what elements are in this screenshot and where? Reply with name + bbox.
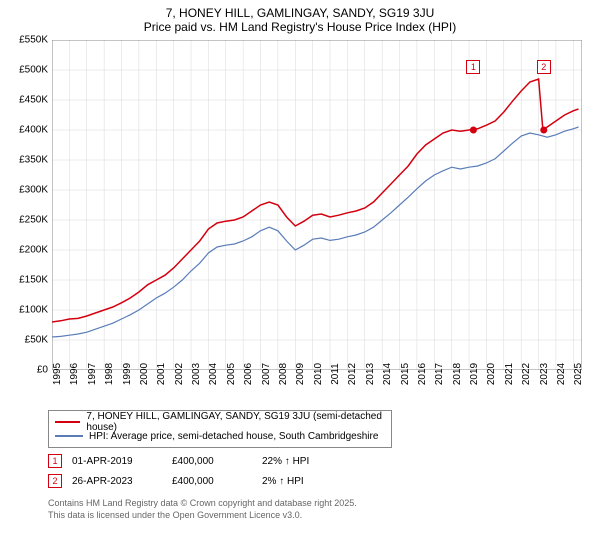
y-tick-label: £150K (19, 275, 48, 286)
y-tick-label: £550K (19, 35, 48, 46)
legend-swatch (55, 435, 83, 437)
transaction-list: 1 01-APR-2019 £400,000 22% ↑ HPI 2 26-APR-202… (0, 454, 600, 488)
x-tick-label: 2014 (382, 363, 393, 385)
transaction-diff: 22% ↑ HPI (262, 456, 352, 467)
plot-area (52, 40, 582, 370)
transaction-row: 2 26-APR-2023 £400,000 2% ↑ HPI (48, 474, 600, 488)
transaction-diff: 2% ↑ HPI (262, 476, 352, 487)
x-tick-label: 2005 (226, 363, 237, 385)
legend-label: HPI: Average price, semi-detached house,… (89, 431, 378, 442)
x-tick-label: 2008 (278, 363, 289, 385)
x-tick-label: 2022 (521, 363, 532, 385)
x-tick-label: 1999 (122, 363, 133, 385)
chart-title-line2: Price paid vs. HM Land Registry's House … (0, 20, 600, 34)
footnote-line2: This data is licensed under the Open Gov… (48, 510, 600, 522)
y-tick-label: £50K (25, 335, 48, 346)
x-tick-label: 2019 (469, 363, 480, 385)
x-tick-label: 2006 (243, 363, 254, 385)
x-tick-label: 2011 (330, 363, 341, 385)
plot-svg (52, 40, 582, 370)
y-tick-label: £250K (19, 215, 48, 226)
x-tick-label: 2003 (191, 363, 202, 385)
y-tick-label: £300K (19, 185, 48, 196)
chart-title-block: 7, HONEY HILL, GAMLINGAY, SANDY, SG19 3J… (0, 0, 600, 36)
footnote: Contains HM Land Registry data © Crown c… (48, 498, 600, 521)
y-tick-label: £500K (19, 65, 48, 76)
x-tick-label: 1998 (104, 363, 115, 385)
chart-title-line1: 7, HONEY HILL, GAMLINGAY, SANDY, SG19 3J… (0, 6, 600, 20)
transaction-marker: 2 (48, 474, 62, 488)
x-tick-label: 2012 (347, 363, 358, 385)
x-tick-label: 2013 (365, 363, 376, 385)
x-tick-label: 2016 (417, 363, 428, 385)
x-tick-label: 2020 (486, 363, 497, 385)
chart-marker-1: 1 (466, 60, 480, 74)
legend: 7, HONEY HILL, GAMLINGAY, SANDY, SG19 3J… (48, 410, 392, 448)
x-tick-label: 2001 (156, 363, 167, 385)
chart-area: £0 £50K £100K £150K £200K £250K £300K £350K £400… (10, 36, 590, 406)
y-axis: £0£50K£100K£150K£200K£250K£300K£350K£400… (10, 40, 52, 370)
y-tick-label: £200K (19, 245, 48, 256)
x-tick-label: 1997 (87, 363, 98, 385)
x-tick-label: 2018 (452, 363, 463, 385)
x-tick-label: 1996 (69, 363, 80, 385)
y-tick-label: £0 (37, 365, 48, 376)
transaction-price: £400,000 (172, 476, 252, 487)
legend-row: 7, HONEY HILL, GAMLINGAY, SANDY, SG19 3J… (55, 415, 385, 429)
x-tick-label: 2007 (261, 363, 272, 385)
transaction-row: 1 01-APR-2019 £400,000 22% ↑ HPI (48, 454, 600, 468)
x-axis: 1995199619971998199920002001200220032004… (52, 370, 582, 406)
x-tick-label: 2002 (174, 363, 185, 385)
x-tick-label: 2000 (139, 363, 150, 385)
x-tick-label: 2010 (313, 363, 324, 385)
transaction-marker: 1 (48, 454, 62, 468)
y-tick-label: £350K (19, 155, 48, 166)
x-tick-label: 2024 (556, 363, 567, 385)
x-tick-label: 2021 (504, 363, 515, 385)
y-tick-label: £400K (19, 125, 48, 136)
x-tick-label: 2009 (295, 363, 306, 385)
legend-swatch (55, 421, 80, 423)
legend-row: HPI: Average price, semi-detached house,… (55, 429, 385, 443)
x-tick-label: 2025 (573, 363, 584, 385)
x-tick-label: 2023 (539, 363, 550, 385)
y-tick-label: £450K (19, 95, 48, 106)
transaction-date: 26-APR-2023 (72, 476, 162, 487)
x-tick-label: 1995 (52, 363, 63, 385)
transaction-date: 01-APR-2019 (72, 456, 162, 467)
x-tick-label: 2015 (400, 363, 411, 385)
x-tick-label: 2004 (208, 363, 219, 385)
y-tick-label: £100K (19, 305, 48, 316)
chart-marker-2: 2 (537, 60, 551, 74)
footnote-line1: Contains HM Land Registry data © Crown c… (48, 498, 600, 510)
transaction-price: £400,000 (172, 456, 252, 467)
x-tick-label: 2017 (434, 363, 445, 385)
